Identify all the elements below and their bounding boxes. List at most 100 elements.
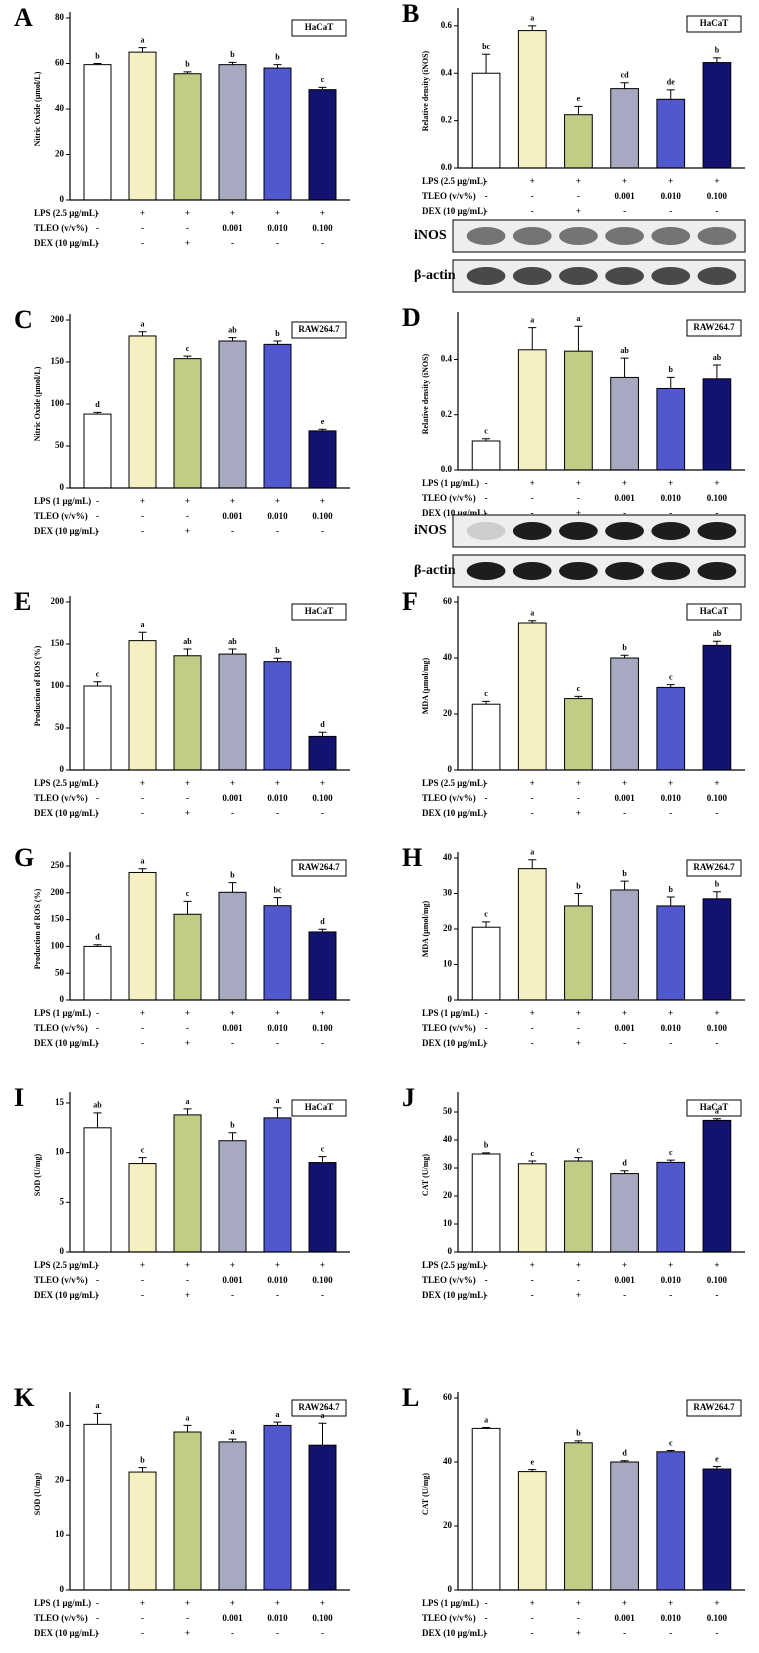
bar — [218, 64, 247, 201]
treatment-cell: + — [275, 496, 280, 506]
treatment-label: LPS (2.5 μg/mL) — [34, 778, 98, 788]
error-bar — [574, 325, 583, 352]
treatment-cell: - — [231, 808, 234, 818]
bar — [128, 335, 157, 489]
treatment-cell: + — [576, 206, 581, 216]
cell-line-label: RAW264.7 — [298, 1402, 340, 1412]
error-bar — [482, 1426, 491, 1429]
treatment-label: TLEO (v/v%) — [422, 1275, 476, 1285]
y-tick-label: 20 — [443, 1520, 453, 1530]
significance-letter: ab — [93, 1101, 102, 1110]
treatment-cell: + — [622, 778, 627, 788]
blot-band — [605, 522, 644, 540]
bar — [263, 661, 292, 771]
blot-band — [651, 267, 691, 285]
bar — [564, 1160, 593, 1253]
significance-letter: c — [141, 1145, 145, 1154]
treatment-cell: + — [185, 1598, 190, 1608]
significance-letter: b — [185, 60, 190, 69]
treatment-cell: - — [623, 1038, 626, 1048]
bar — [564, 350, 593, 471]
treatment-cell: + — [530, 176, 535, 186]
treatment-cell: - — [141, 1023, 144, 1033]
bar — [656, 1161, 686, 1253]
treatment-cell: - — [531, 1628, 534, 1638]
treatment-cell: 0.100 — [707, 191, 728, 201]
treatment-cell: - — [231, 1628, 234, 1638]
error-bar — [318, 86, 327, 90]
significance-letter: e — [715, 1454, 719, 1463]
treatment-cell: - — [577, 191, 580, 201]
error-bar — [712, 364, 721, 379]
bar — [702, 644, 732, 771]
treatment-cell: + — [714, 1260, 719, 1270]
treatment-cell: + — [622, 478, 627, 488]
significance-letter: a — [530, 609, 534, 618]
treatment-cell: - — [186, 1275, 189, 1285]
error-bar — [574, 1157, 583, 1161]
bar — [517, 1471, 547, 1591]
blot-band — [651, 562, 691, 580]
treatment-label: DEX (10 μg/mL) — [34, 1290, 98, 1300]
bar — [308, 735, 337, 771]
treatment-cell: - — [531, 793, 534, 803]
significance-letter: a — [141, 320, 145, 329]
treatment-cell: - — [715, 1038, 718, 1048]
treatment-cell: - — [321, 238, 324, 248]
error-bar — [574, 105, 583, 115]
y-axis-label: CAT (U/mg) — [421, 1473, 430, 1515]
cell-line-label: HaCaT — [305, 22, 334, 32]
error-bar — [318, 1156, 327, 1163]
treatment-cell: - — [531, 1038, 534, 1048]
bar — [564, 1442, 593, 1591]
treatment-cell: 0.001 — [614, 793, 635, 803]
y-tick-label: 40 — [443, 652, 453, 662]
treatment-cell: - — [321, 1290, 324, 1300]
significance-letter: c — [484, 910, 488, 919]
bar — [471, 1427, 501, 1591]
cell-line-box — [686, 1099, 742, 1117]
treatment-cell: - — [715, 508, 718, 518]
significance-letter: a — [141, 620, 145, 629]
treatment-cell: - — [141, 793, 144, 803]
treatment-cell: - — [669, 1290, 672, 1300]
treatment-cell: + — [576, 1628, 581, 1638]
blot-label: iNOS — [414, 523, 447, 538]
bar — [83, 945, 112, 1001]
bar — [308, 430, 337, 489]
bar — [128, 640, 157, 771]
error-bar — [228, 337, 237, 341]
bar — [471, 1153, 501, 1253]
y-tick-label: 40 — [443, 1456, 453, 1466]
treatment-cell: + — [668, 1598, 673, 1608]
treatment-label: LPS (2.5 μg/mL) — [422, 1260, 486, 1270]
bar — [128, 871, 157, 1001]
blot-band — [559, 227, 598, 245]
y-tick-label: 200 — [51, 596, 65, 606]
treatment-cell: + — [320, 1260, 325, 1270]
treatment-cell: - — [231, 526, 234, 536]
treatment-cell: + — [714, 1598, 719, 1608]
significance-letter: d — [622, 1159, 627, 1168]
treatment-cell: + — [140, 778, 145, 788]
treatment-label: DEX (10 μg/mL) — [422, 508, 486, 518]
significance-letter: b — [715, 46, 720, 55]
significance-letter: de — [667, 78, 675, 87]
significance-letter: e — [577, 94, 581, 103]
treatment-cell: + — [622, 1260, 627, 1270]
treatment-cell: + — [140, 1260, 145, 1270]
treatment-cell: 0.001 — [222, 223, 243, 233]
y-tick-label: 0.6 — [441, 20, 453, 30]
error-bar — [138, 331, 147, 336]
y-tick-label: 0 — [448, 764, 453, 774]
error-bar — [712, 891, 721, 899]
significance-letter: a — [576, 314, 580, 323]
blot-frame — [452, 514, 746, 548]
bar — [610, 657, 639, 771]
y-tick-label: 30 — [443, 1162, 453, 1172]
error-bar — [183, 1108, 192, 1115]
y-tick-label: 10 — [443, 1218, 453, 1228]
y-tick-label: 50 — [55, 440, 65, 450]
treatment-label: TLEO (v/v%) — [422, 191, 476, 201]
bar — [702, 1468, 732, 1591]
